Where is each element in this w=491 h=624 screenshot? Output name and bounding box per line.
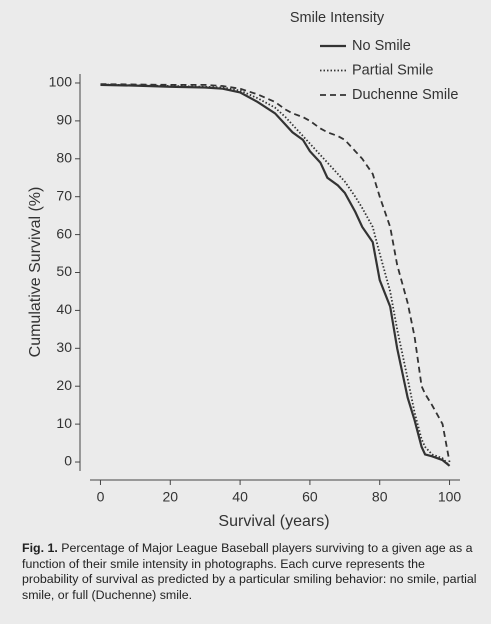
y-tick-label: 30 <box>56 339 72 355</box>
series-line <box>100 83 451 467</box>
y-tick-label: 100 <box>49 74 73 90</box>
y-tick-label: 20 <box>56 377 72 393</box>
legend-label: Partial Smile <box>352 62 433 78</box>
x-tick-label: 80 <box>372 489 388 505</box>
caption-text: Percentage of Major League Baseball play… <box>22 541 477 602</box>
x-tick-label: 40 <box>232 489 248 505</box>
y-tick-label: 80 <box>56 149 72 165</box>
chart: Smile Intensity Survival (years) Cumulat… <box>27 10 462 530</box>
y-axis-label: Cumulative Survival (%) <box>27 187 44 358</box>
y-tick-label: 10 <box>56 415 72 431</box>
y-tick-label: 60 <box>56 225 72 241</box>
figure-caption: Fig. 1. Percentage of Major League Baseb… <box>22 541 480 603</box>
x-tick-label: 20 <box>162 489 178 505</box>
x-tick-label: 0 <box>97 489 105 505</box>
legend-label: Duchenne Smile <box>352 87 458 103</box>
x-tick-label: 60 <box>302 489 318 505</box>
y-tick-label: 70 <box>56 187 72 203</box>
caption-label: Fig. 1. <box>22 541 58 555</box>
y-tick-label: 50 <box>56 263 72 279</box>
legend-label: No Smile <box>352 38 411 54</box>
series-line <box>100 83 451 467</box>
y-tick-label: 90 <box>56 112 72 128</box>
x-axis-label: Survival (years) <box>218 513 329 530</box>
series-line <box>100 83 451 463</box>
legend-title: Smile Intensity <box>290 10 385 26</box>
x-tick-label: 100 <box>438 489 462 505</box>
y-tick-label: 40 <box>56 301 72 317</box>
y-tick-label: 0 <box>64 453 72 469</box>
